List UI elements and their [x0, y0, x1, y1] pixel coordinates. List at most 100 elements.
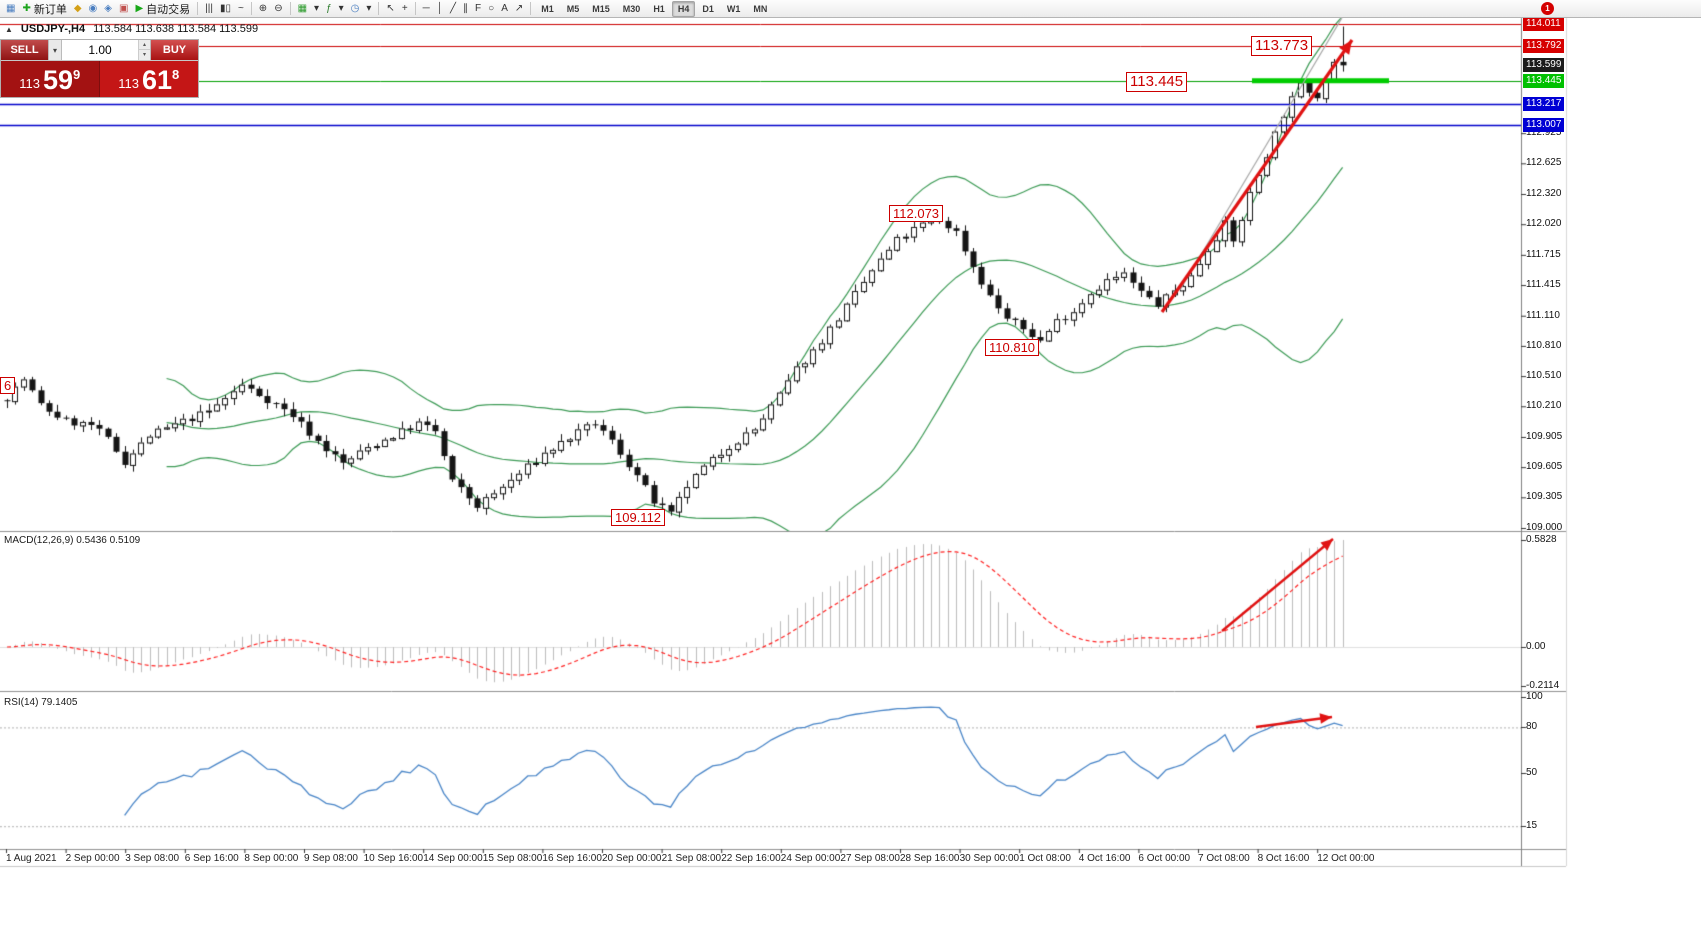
time-tick-label: 28 Sep 16:00 — [900, 853, 960, 864]
toolbar-separator — [250, 2, 252, 15]
time-tick-label: 4 Oct 16:00 — [1078, 853, 1131, 864]
navigator-icon: ◈ — [104, 2, 112, 14]
time-tick-label: 20 Sep 00:00 — [602, 853, 662, 864]
autotrading-button-label: 自动交易 — [146, 3, 191, 16]
fibonacci-button[interactable]: F — [472, 1, 484, 17]
indicators-dropdown[interactable]: ▾ — [336, 1, 347, 17]
time-tick-label: 9 Sep 08:00 — [304, 853, 358, 864]
horizontal-line-icon: ─ — [422, 2, 430, 14]
volume-spinner: ▴ ▾ — [138, 40, 150, 60]
time-tick-label: 21 Sep 08:00 — [661, 853, 722, 864]
toolbar-separator — [197, 2, 199, 15]
price-label-box[interactable]: 113.445 — [1126, 72, 1188, 92]
tile-windows-dropdown[interactable]: ▾ — [311, 1, 322, 17]
text-button[interactable]: A — [498, 1, 511, 17]
bar-chart-button[interactable]: ||| — [202, 1, 216, 17]
time-tick-label: 22 Sep 16:00 — [721, 853, 781, 864]
timeframe-mn-button[interactable]: MN — [753, 3, 768, 14]
zoom-in-button[interactable]: ⊕ — [256, 1, 270, 17]
order-type-dropdown[interactable]: ▾ — [48, 40, 62, 60]
volume-decrease-button[interactable]: ▾ — [139, 50, 150, 60]
bar-chart-icon: ||| — [205, 2, 213, 14]
time-tick-label: 6 Sep 16:00 — [184, 853, 239, 864]
chart-ohlc-header: ▲ USDJPY-,H4 113.584 113.638 113.584 113… — [5, 23, 258, 35]
crosshair-button[interactable]: + — [399, 1, 411, 17]
symbol-label: USDJPY-,H4 — [20, 23, 86, 35]
timeframe-h1-button[interactable]: H1 — [653, 3, 665, 14]
periods-dropdown[interactable]: ▾ — [363, 1, 374, 17]
sell-price-point: 9 — [73, 67, 81, 82]
price-tick: 111.110 — [1526, 309, 1560, 321]
macd-tick: 0.00 — [1526, 641, 1546, 652]
sell-price-tile[interactable]: 113 59 9 — [1, 61, 100, 97]
toolbar-separator — [378, 2, 380, 15]
navigator-button[interactable]: ◈ — [101, 1, 115, 17]
terminal-button[interactable]: ▣ — [116, 1, 131, 17]
macd-indicator-label: MACD(12,26,9) 0.5436 0.5109 — [4, 535, 141, 546]
sell-button[interactable]: SELL — [1, 40, 48, 60]
charts-button[interactable]: ▦ — [3, 1, 18, 17]
periods-icon: ◷ — [350, 2, 360, 14]
timeframe-d1-button[interactable]: D1 — [702, 3, 714, 14]
price-tick: 110.510 — [1526, 370, 1562, 382]
notification-badge[interactable]: 1 — [1541, 2, 1554, 15]
indicators-button[interactable]: ƒ — [323, 1, 335, 17]
price-tick: 109.305 — [1526, 491, 1563, 503]
volume-increase-button[interactable]: ▴ — [139, 40, 150, 50]
ohlc-values: 113.584 113.638 113.584 113.599 — [93, 23, 259, 35]
crosshair-icon: + — [401, 2, 408, 14]
trendline-button[interactable]: ╱ — [447, 1, 459, 17]
arrows-button[interactable]: ↗ — [512, 1, 526, 17]
compass-icon: ◆ — [73, 2, 82, 14]
tile-windows-icon: ▾ — [314, 2, 320, 14]
toolbar-separator — [414, 2, 416, 15]
zoom-out-icon: ⊖ — [274, 2, 283, 14]
autotrading-icon: ▶ — [135, 2, 144, 14]
timeframe-m15-button[interactable]: M15 — [592, 3, 610, 14]
price-label-box[interactable]: 6 — [0, 377, 16, 394]
line-chart-icon: ~ — [237, 2, 244, 14]
price-label-box[interactable]: 109.112 — [611, 509, 666, 526]
time-tick-label: 15 Sep 08:00 — [482, 853, 543, 864]
price-tick: 111.415 — [1526, 279, 1561, 291]
periods-button[interactable]: ◷ — [348, 1, 363, 17]
compass-button[interactable]: ◆ — [71, 1, 85, 17]
vertical-line-icon: │ — [436, 2, 443, 14]
volume-input[interactable] — [62, 40, 138, 60]
timeframe-m30-button[interactable]: M30 — [622, 3, 641, 14]
price-label-box[interactable]: 113.773 — [1251, 36, 1313, 56]
time-tick-label: 1 Aug 2021 — [6, 853, 57, 864]
vertical-line-button[interactable]: │ — [434, 1, 446, 17]
buy-button[interactable]: BUY — [151, 40, 198, 60]
autotrading-button[interactable]: ▶ 自动交易 — [132, 1, 193, 17]
indicators-icon: ▾ — [338, 2, 344, 14]
channel-button[interactable]: ∥ — [460, 1, 471, 17]
cursor-button[interactable]: ↖ — [383, 1, 397, 17]
rsi-tick: 100 — [1526, 691, 1543, 702]
price-label-box[interactable]: 112.073 — [889, 205, 944, 222]
timeframe-m1-button[interactable]: M1 — [541, 3, 554, 14]
time-tick-label: 14 Sep 00:00 — [423, 853, 483, 864]
buy-price-tile[interactable]: 113 61 8 — [99, 61, 198, 97]
time-tick-label: 16 Sep 16:00 — [542, 853, 602, 864]
timeframe-m5-button[interactable]: M5 — [566, 3, 580, 14]
timeframe-w1-button[interactable]: W1 — [726, 3, 741, 14]
market-watch-icon: ◉ — [88, 2, 98, 14]
price-box-113.217: 113.217 — [1523, 96, 1565, 111]
time-tick-label: 8 Oct 16:00 — [1257, 853, 1310, 864]
cursor-icon: ↖ — [386, 2, 395, 14]
zoom-out-button[interactable]: ⊖ — [271, 1, 285, 17]
line-chart-button[interactable]: ~ — [235, 1, 247, 17]
market-watch-button[interactable]: ◉ — [86, 1, 101, 17]
shapes-button[interactable]: ○ — [485, 1, 497, 17]
candlestick-chart-button[interactable]: ▮▯ — [217, 1, 234, 17]
new-order-button[interactable]: ✚ 新订单 — [19, 1, 69, 17]
horizontal-line-button[interactable]: ─ — [420, 1, 433, 17]
price-label-box[interactable]: 110.810 — [985, 339, 1040, 356]
timeframe-h4-button[interactable]: H4 — [671, 0, 696, 17]
time-tick-label: 12 Oct 00:00 — [1317, 853, 1375, 864]
tile-windows-button[interactable]: ▦ — [295, 1, 310, 17]
trade-panel-toggle-icon[interactable]: ▲ — [5, 24, 13, 34]
time-tick-label: 24 Sep 00:00 — [780, 853, 841, 864]
